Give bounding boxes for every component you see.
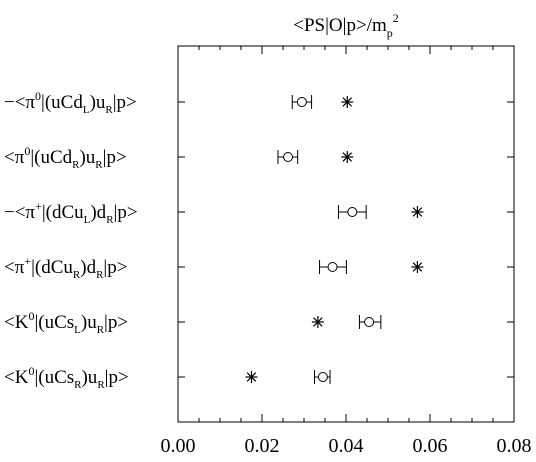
x-tick-label: 0.04 <box>329 435 364 457</box>
row-label-part: |(dCu <box>42 202 84 223</box>
x-tick-label: 0.02 <box>245 435 280 457</box>
row-label-superscript: 0 <box>28 309 34 323</box>
row-label: <π0|(uCdR)uR|p> <box>4 144 127 171</box>
row-label-part: |(uCd <box>41 92 83 113</box>
row-label-part: −<π <box>4 202 35 223</box>
circle-point <box>364 317 375 327</box>
row-label-part: )u <box>81 367 97 388</box>
row-label-subscript: R <box>73 269 81 281</box>
row-label-part: |(dCu <box>31 257 73 278</box>
chart-title: <PS|O|p>/mp2 <box>293 11 398 40</box>
title-main: <PS|O|p>/m <box>293 15 387 36</box>
row-label-part: <π <box>4 147 25 168</box>
row-label-subscript: R <box>106 214 114 226</box>
star-stroke <box>246 372 257 382</box>
star-point <box>341 151 354 163</box>
row-labels: −<π0|(uCdL)uR|p><π0|(uCdR)uR|p>−<π+|(dCu… <box>4 89 514 391</box>
row-label-subscript: R <box>97 379 105 391</box>
star-stroke <box>342 152 353 162</box>
row-label-superscript: + <box>35 199 42 213</box>
row-label-part: |(uCs <box>34 312 74 333</box>
row-label-subscript: R <box>97 324 105 336</box>
data-marks <box>245 95 424 384</box>
x-tick-label: 0.00 <box>161 435 196 457</box>
row-label-superscript: + <box>24 254 31 268</box>
row-label-subscript: L <box>83 104 90 116</box>
row-label-part: −<π <box>4 92 35 113</box>
x-axis: 0.00 0.02 0.04 0.06 0.08 <box>161 46 532 457</box>
circle-point <box>327 262 338 272</box>
x-tick-label: 0.06 <box>413 435 448 457</box>
star-point <box>341 96 354 108</box>
star-point <box>245 371 258 383</box>
title-subscript: p <box>387 26 393 40</box>
row-label: <K0|(uCsL)uR|p> <box>4 309 128 336</box>
row-label-part: |p> <box>103 257 127 278</box>
row-label-part: |p> <box>104 312 128 333</box>
star-stroke <box>342 97 353 107</box>
row-label-part: |p> <box>114 202 138 223</box>
star-point <box>411 206 424 218</box>
chart-title-text: <PS|O|p>/mp2 <box>293 11 398 40</box>
row-label-subscript: R <box>105 104 113 116</box>
star-point <box>311 316 324 328</box>
row-label-part: |(uCs <box>34 367 74 388</box>
row-label-superscript: 0 <box>28 364 34 378</box>
row-label-subscript: R <box>95 159 103 171</box>
star-stroke <box>412 262 423 272</box>
star-stroke <box>313 317 323 327</box>
row-label: −<π0|(uCdL)uR|p> <box>4 89 137 116</box>
row-label-part: )u <box>79 147 95 168</box>
row-label-superscript: 0 <box>24 144 30 158</box>
row-label-subscript: R <box>72 159 80 171</box>
row-label-part: )u <box>81 312 97 333</box>
row-label-part: |p> <box>103 147 127 168</box>
star-stroke <box>412 207 423 217</box>
circle-point <box>347 207 358 217</box>
row-label-part: |p> <box>105 367 129 388</box>
circle-point <box>296 97 307 107</box>
row-label-part: )d <box>90 202 106 223</box>
x-tick-label: 0.08 <box>497 435 532 457</box>
row-label-part: )u <box>90 92 106 113</box>
row-label-part: <K <box>4 367 29 388</box>
row-label-subscript: L <box>74 324 81 336</box>
circle-point <box>283 152 294 162</box>
row-label-superscript: 0 <box>35 89 41 103</box>
row-label-part: <π <box>4 257 25 278</box>
row-label-part: <K <box>4 312 29 333</box>
star-point <box>411 261 424 273</box>
row-label-part: )d <box>80 257 96 278</box>
row-label-subscript: R <box>96 269 104 281</box>
row-label: <π+|(dCuR)dR|p> <box>4 254 127 281</box>
row-label: <K0|(uCsR)uR|p> <box>4 364 129 391</box>
row-label-part: |p> <box>113 92 137 113</box>
row-label: −<π+|(dCuL)dR|p> <box>4 199 138 226</box>
circle-point <box>317 372 328 382</box>
row-label-subscript: L <box>84 214 91 226</box>
row-label-subscript: R <box>74 379 82 391</box>
row-label-part: |(uCd <box>30 147 72 168</box>
title-superscript: 2 <box>393 11 399 25</box>
